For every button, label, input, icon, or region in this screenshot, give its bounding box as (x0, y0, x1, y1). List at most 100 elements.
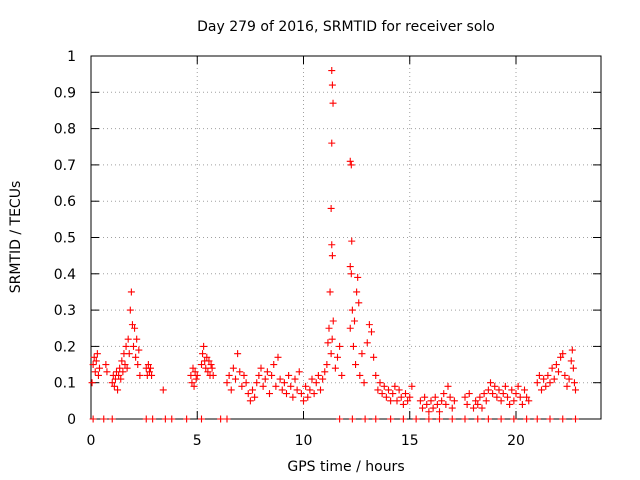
y-tick-label: 0.4 (54, 267, 76, 283)
data-point (100, 415, 108, 423)
data-point (199, 350, 207, 358)
data-point (440, 390, 448, 398)
data-point (495, 386, 503, 394)
data-point (421, 393, 429, 401)
data-point (448, 404, 456, 412)
data-point (399, 415, 407, 423)
data-point (347, 161, 355, 169)
data-point (203, 353, 211, 361)
data-point (378, 390, 386, 398)
x-tick-label: 0 (87, 433, 96, 449)
data-point (93, 350, 101, 358)
data-point (329, 99, 337, 107)
data-point (499, 390, 507, 398)
data-point (108, 415, 116, 423)
data-point (501, 382, 509, 390)
data-point (131, 324, 139, 332)
data-point (208, 364, 216, 372)
data-point (136, 371, 144, 379)
data-point (416, 397, 424, 405)
data-point (448, 415, 456, 423)
data-point (240, 371, 248, 379)
data-point (533, 415, 541, 423)
data-point (348, 415, 356, 423)
data-point (429, 404, 437, 412)
data-point (382, 393, 390, 401)
data-point (189, 364, 197, 372)
data-point (393, 397, 401, 405)
data-point (504, 393, 511, 401)
data-point (144, 361, 152, 369)
data-point (113, 368, 120, 376)
data-point (425, 408, 433, 416)
data-point (361, 415, 369, 423)
data-point (412, 415, 420, 423)
data-point (328, 241, 336, 249)
data-point (198, 415, 205, 423)
data-point (238, 382, 246, 390)
data-point (198, 361, 205, 369)
data-point (204, 368, 212, 376)
data-point (349, 342, 357, 350)
data-point (272, 382, 280, 390)
data-point (352, 361, 360, 369)
data-point (523, 393, 531, 401)
data-point (365, 321, 373, 329)
data-point (328, 67, 336, 75)
data-point (223, 415, 231, 423)
data-point (227, 386, 235, 394)
data-point (470, 404, 477, 412)
data-point (242, 379, 250, 387)
data-point (130, 342, 137, 350)
data-point (304, 393, 312, 401)
data-point (497, 397, 505, 405)
data-point (261, 375, 269, 383)
data-point (474, 415, 482, 423)
data-point (331, 364, 339, 372)
x-tick-label: 20 (507, 433, 525, 449)
data-point (302, 382, 310, 390)
data-point (568, 346, 576, 354)
data-point (329, 317, 337, 325)
data-point (291, 375, 299, 383)
data-point (200, 342, 208, 350)
data-point (540, 375, 548, 383)
data-point (92, 357, 100, 365)
data-point (406, 393, 414, 401)
data-point (295, 368, 303, 376)
data-point (491, 382, 499, 390)
data-point (438, 397, 446, 405)
data-point (232, 375, 239, 383)
data-point (372, 371, 380, 379)
data-point (124, 335, 132, 343)
data-point (408, 382, 416, 390)
data-point (497, 415, 505, 423)
y-tick-label: 0.5 (54, 231, 76, 247)
data-point (225, 371, 233, 379)
data-point (419, 404, 426, 412)
data-point (122, 342, 130, 350)
y-tick-label: 0.1 (54, 376, 76, 392)
data-point (523, 415, 531, 423)
data-point (268, 371, 276, 379)
data-point (168, 415, 176, 423)
y-tick-label: 0.8 (54, 122, 76, 138)
data-point (205, 357, 213, 365)
data-point (484, 415, 492, 423)
data-point (372, 415, 380, 423)
data-point (244, 390, 252, 398)
data-point (397, 393, 405, 401)
data-point (270, 361, 278, 369)
data-point (348, 237, 356, 245)
data-point (135, 346, 143, 354)
data-point (91, 368, 99, 376)
data-point (223, 379, 231, 387)
data-point (191, 368, 199, 376)
data-point (533, 379, 541, 387)
data-point (354, 273, 362, 281)
data-point (310, 390, 318, 398)
data-point (423, 400, 431, 408)
data-point (128, 321, 136, 329)
data-point (209, 371, 217, 379)
